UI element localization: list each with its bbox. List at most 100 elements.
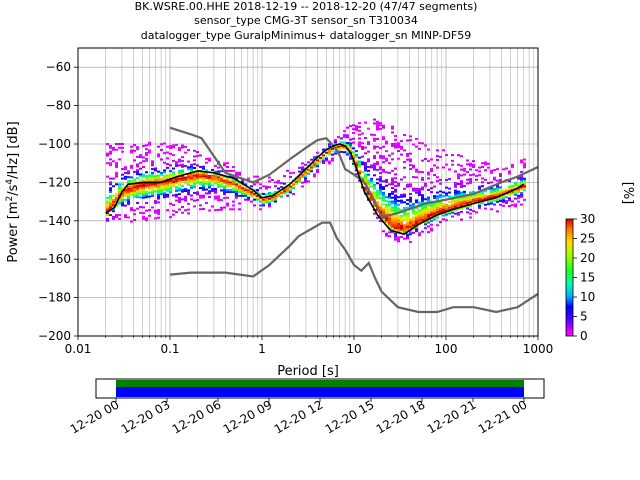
- density-cell: [433, 197, 436, 200]
- density-cell: [325, 151, 328, 154]
- density-cell: [439, 211, 442, 214]
- density-cell: [364, 163, 367, 166]
- density-cell: [430, 169, 433, 172]
- density-cell: [406, 152, 409, 155]
- density-cell: [106, 154, 109, 157]
- density-cell: [145, 144, 148, 147]
- density-cell: [214, 191, 217, 194]
- density-cell: [478, 185, 481, 188]
- x-tick-label: 1: [258, 342, 266, 356]
- density-cell: [226, 169, 229, 172]
- density-cell: [241, 191, 244, 193]
- density-cell: [220, 176, 223, 179]
- density-cell: [367, 179, 370, 182]
- density-cell: [406, 183, 409, 186]
- density-cell: [331, 157, 334, 160]
- density-cell: [484, 203, 487, 206]
- density-cell: [229, 169, 232, 172]
- density-cell: [424, 213, 427, 216]
- density-cell: [439, 203, 442, 206]
- density-cell: [343, 130, 346, 133]
- density-cell: [406, 206, 409, 209]
- density-cell: [199, 173, 202, 176]
- density-cell: [250, 191, 253, 193]
- density-cell: [223, 181, 226, 184]
- density-cell: [421, 194, 424, 197]
- density-cell: [139, 154, 142, 157]
- density-cell: [223, 206, 226, 209]
- density-cell: [259, 192, 262, 195]
- density-cell: [166, 176, 169, 179]
- density-cell: [502, 189, 505, 192]
- density-cell: [460, 174, 463, 177]
- density-cell: [391, 221, 394, 224]
- density-cell: [214, 174, 217, 177]
- density-cell: [307, 161, 310, 164]
- density-cell: [118, 214, 121, 217]
- density-cell: [169, 145, 172, 148]
- density-cell: [181, 163, 184, 166]
- density-cell: [493, 188, 496, 191]
- density-cell: [388, 192, 391, 195]
- density-cell: [319, 160, 322, 163]
- density-cell: [232, 169, 235, 172]
- density-cell: [310, 170, 313, 173]
- density-cell: [151, 171, 154, 174]
- density-cell: [463, 202, 466, 205]
- density-cell: [364, 186, 367, 189]
- density-cell: [442, 208, 445, 211]
- density-cell: [196, 179, 199, 182]
- density-cell: [127, 216, 130, 219]
- density-cell: [472, 196, 475, 199]
- density-cell: [406, 233, 409, 236]
- density-cell: [214, 209, 217, 212]
- density-cell: [178, 200, 181, 203]
- density-cell: [406, 216, 409, 219]
- density-cell: [235, 196, 238, 199]
- density-cell: [400, 147, 403, 150]
- density-cell: [157, 189, 160, 192]
- density-cell: [403, 214, 406, 217]
- density-cell: [151, 185, 154, 188]
- density-cell: [436, 197, 439, 200]
- density-cell: [370, 185, 373, 188]
- density-cell: [157, 216, 160, 219]
- density-cell: [469, 164, 472, 167]
- density-cell: [253, 192, 256, 195]
- density-cell: [400, 222, 403, 225]
- density-cell: [148, 209, 151, 212]
- density-cell: [127, 197, 130, 200]
- density-cell: [343, 141, 346, 144]
- density-cell: [106, 217, 109, 220]
- density-cell: [145, 196, 148, 199]
- density-cell: [352, 147, 355, 150]
- density-cell: [388, 212, 391, 215]
- density-cell: [145, 194, 148, 197]
- density-cell: [427, 148, 430, 151]
- density-cell: [403, 193, 406, 196]
- density-cell: [190, 179, 193, 182]
- density-cell: [172, 175, 175, 178]
- density-cell: [226, 162, 229, 165]
- density-cell: [457, 182, 460, 185]
- density-cell: [262, 202, 265, 205]
- density-cell: [361, 132, 364, 135]
- density-cell: [523, 181, 526, 184]
- density-cell: [124, 171, 127, 174]
- density-cell: [250, 192, 253, 195]
- colorbar-tick-label: 20: [580, 251, 595, 265]
- density-cell: [232, 189, 235, 192]
- density-cell: [277, 187, 280, 190]
- density-cell: [367, 169, 370, 172]
- density-cell: [184, 145, 187, 148]
- time-tick-label: 12-20 06: [170, 397, 224, 436]
- density-cell: [394, 181, 397, 184]
- density-cell: [349, 146, 352, 149]
- density-cell: [463, 196, 466, 199]
- density-cell: [451, 159, 454, 162]
- density-cell: [520, 186, 523, 189]
- density-cell: [127, 172, 130, 175]
- density-cell: [499, 203, 502, 206]
- density-cell: [508, 170, 511, 173]
